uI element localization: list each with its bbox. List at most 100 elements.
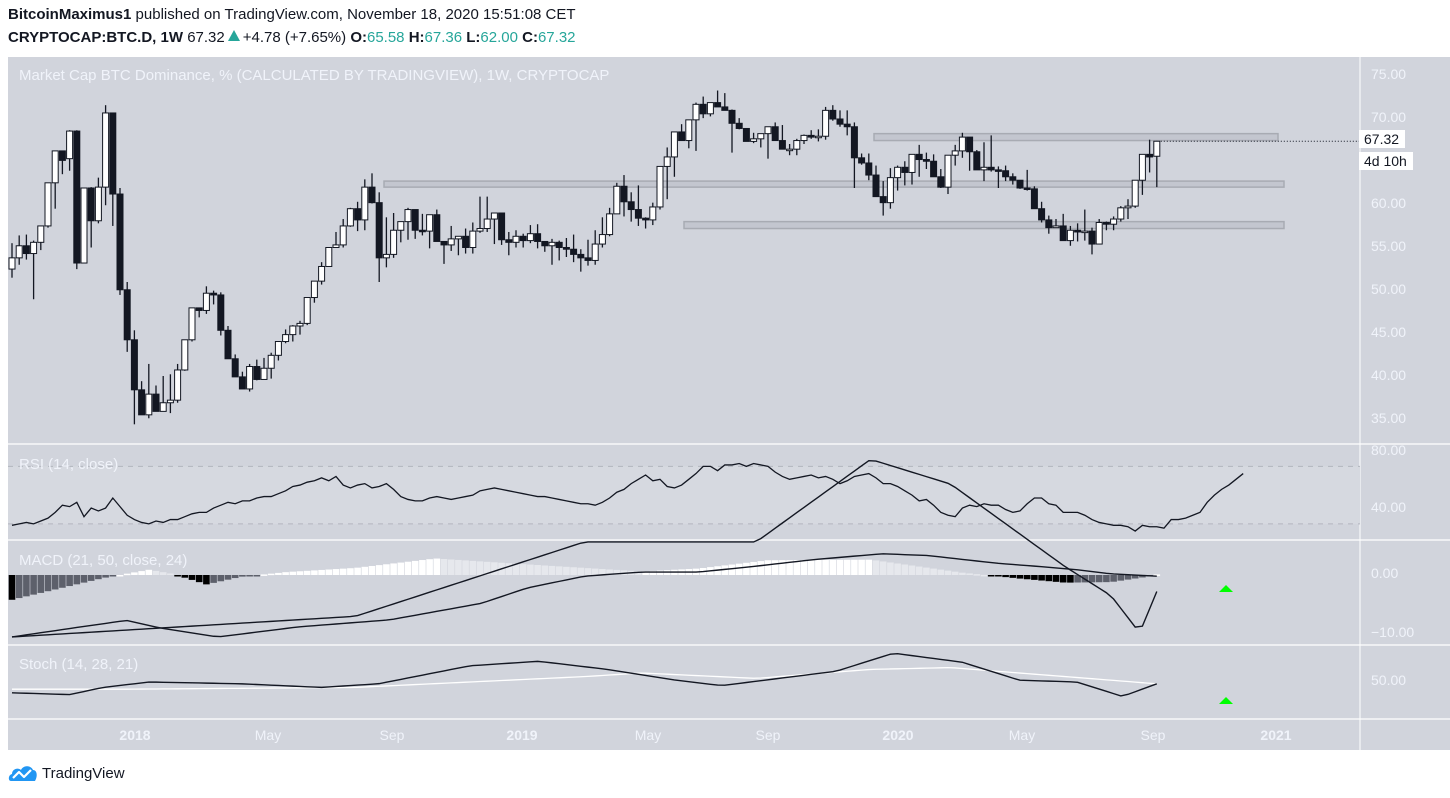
candle-up: [606, 213, 614, 236]
macd-histogram-bar: [131, 572, 138, 575]
macd-histogram-bar: [613, 569, 621, 575]
author-name[interactable]: BitcoinMaximus1: [8, 6, 132, 23]
macd-histogram-bar: [433, 558, 441, 575]
macd-histogram-bar: [383, 564, 390, 575]
macd-histogram-bar: [181, 575, 189, 578]
macd-histogram-bar: [987, 575, 995, 577]
macd-histogram-bar: [980, 574, 988, 577]
macd-histogram-bar: [145, 569, 153, 575]
candle-up: [951, 150, 959, 156]
candle-down: [1016, 179, 1024, 189]
chart-canvas[interactable]: [8, 57, 1450, 750]
price-axis-label: 70.00: [1371, 109, 1407, 125]
price-axis-label: 40.00: [1371, 367, 1407, 383]
candle-down: [411, 209, 419, 231]
candle-up: [1095, 221, 1103, 245]
candle-up: [670, 131, 678, 158]
candle-down: [634, 209, 642, 219]
stoch-k-line: [11, 653, 1158, 697]
macd-histogram-bar: [519, 564, 527, 575]
candle-down: [872, 174, 880, 198]
macd-histogram-bar: [246, 575, 253, 577]
macd-histogram-bar: [339, 568, 347, 575]
macd-histogram-bar: [404, 561, 412, 575]
macd-histogram-bar: [1139, 575, 1146, 578]
time-axis-label: 2020: [882, 727, 914, 743]
macd-histogram-bar: [973, 574, 981, 576]
candle-up: [1110, 218, 1118, 225]
bar-countdown-tag: 4d 10h: [1359, 152, 1413, 170]
macd-histogram-bar: [361, 566, 369, 575]
macd-histogram-bar: [260, 574, 268, 576]
candle-up: [426, 214, 434, 232]
macd-histogram-bar: [541, 565, 549, 575]
candle-down: [973, 151, 981, 171]
candle-down: [642, 217, 650, 221]
candle-down: [778, 140, 786, 150]
open-label: O:: [350, 29, 367, 46]
macd-histogram-bar: [217, 575, 225, 582]
macd-histogram-bar: [390, 563, 397, 575]
time-axis-label: May: [1008, 727, 1036, 743]
candle-down: [433, 214, 441, 242]
candle-down: [130, 339, 138, 391]
macd-histogram-bar: [577, 567, 585, 575]
candle-up: [908, 153, 916, 173]
candle-down: [987, 166, 995, 171]
macd-histogram-bar: [915, 566, 923, 575]
stoch-pane-title: Stoch (14, 28, 21): [19, 656, 139, 673]
candle-up: [404, 209, 412, 223]
macd-histogram-bar: [591, 568, 599, 575]
macd-histogram-bar: [123, 573, 131, 576]
candle-up: [706, 102, 714, 115]
candle-down: [1102, 221, 1110, 225]
candle-down: [195, 307, 203, 311]
macd-histogram-bar: [771, 560, 779, 575]
macd-histogram-bar: [1002, 575, 1009, 578]
macd-histogram-bar: [1117, 575, 1125, 581]
candle-up: [750, 138, 758, 142]
candle-up: [267, 354, 275, 369]
candle-down: [138, 389, 146, 416]
macd-histogram-bar: [440, 559, 448, 575]
macd-histogram-bar: [642, 571, 649, 575]
candle-down: [714, 102, 722, 108]
macd-histogram-bar: [1023, 575, 1031, 580]
low-value: 62.00: [480, 29, 518, 46]
macd-histogram-bar: [419, 560, 426, 575]
tradingview-logo[interactable]: TradingView: [8, 764, 125, 782]
time-axis-label: 2018: [119, 727, 151, 743]
symbol-label: CRYPTOCAP:BTC.D, 1W: [8, 29, 184, 46]
stoch-buy-signal-icon: [1219, 697, 1233, 704]
macd-histogram-bar: [584, 568, 592, 575]
candle-down: [678, 131, 686, 142]
time-axis-label: 2019: [506, 727, 538, 743]
macd-histogram-bar: [231, 575, 239, 579]
candle-down: [620, 185, 628, 203]
candle-up: [490, 212, 498, 220]
last-price-tag: 67.32: [1359, 130, 1406, 148]
candle-up: [483, 218, 491, 230]
macd-histogram-bar: [159, 572, 167, 575]
candle-down: [440, 240, 448, 246]
macd-histogram-bar: [87, 575, 95, 581]
candle-down: [994, 169, 1002, 172]
candle-down: [109, 112, 117, 195]
macd-histogram-bar: [174, 575, 181, 577]
macd-histogram-bar: [656, 570, 664, 575]
candle-down: [462, 235, 470, 249]
macd-axis-label: 0.00: [1371, 565, 1399, 581]
macd-histogram-bar: [138, 571, 145, 575]
macd-histogram-bar: [224, 575, 232, 580]
candle-up: [786, 148, 794, 152]
macd-histogram-bar: [570, 567, 577, 575]
candle-up: [246, 366, 254, 390]
macd-histogram-bar: [195, 575, 203, 583]
symbol-ohlc-bar: CRYPTOCAP:BTC.D, 1W 67.32 +4.78 (+7.65%) …: [8, 29, 576, 46]
candle-up: [822, 109, 830, 137]
macd-histogram-bar: [1031, 575, 1038, 580]
macd-histogram-bar: [8, 575, 16, 600]
chart-area[interactable]: Market Cap BTC Dominance, % (CALCULATED …: [8, 57, 1450, 750]
macd-histogram-bar: [455, 559, 462, 575]
candle-up: [382, 253, 390, 259]
